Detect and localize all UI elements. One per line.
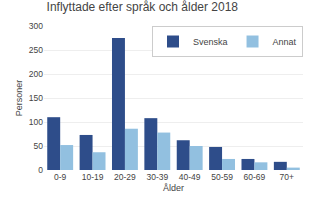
- svg-text:Ålder: Ålder: [163, 183, 184, 193]
- svg-text:150: 150: [29, 93, 43, 103]
- svg-text:100: 100: [29, 117, 43, 127]
- svg-text:Annat: Annat: [273, 37, 297, 47]
- svg-text:40-49: 40-49: [179, 172, 201, 182]
- svg-text:Personer: Personer: [14, 80, 24, 117]
- svg-text:300: 300: [29, 21, 43, 31]
- svg-text:20-29: 20-29: [114, 172, 136, 182]
- svg-text:0: 0: [38, 165, 43, 175]
- svg-text:200: 200: [29, 69, 43, 79]
- svg-text:70+: 70+: [280, 172, 294, 182]
- svg-text:250: 250: [29, 45, 43, 55]
- svg-text:Inflyttade efter språk och åld: Inflyttade efter språk och ålder 2018: [47, 0, 239, 14]
- svg-text:Svenska: Svenska: [193, 37, 228, 47]
- svg-text:50-59: 50-59: [211, 172, 233, 182]
- svg-text:30-39: 30-39: [146, 172, 168, 182]
- svg-text:50: 50: [34, 141, 44, 151]
- svg-text:10-19: 10-19: [82, 172, 104, 182]
- svg-text:60-69: 60-69: [244, 172, 266, 182]
- svg-text:0-9: 0-9: [54, 172, 67, 182]
